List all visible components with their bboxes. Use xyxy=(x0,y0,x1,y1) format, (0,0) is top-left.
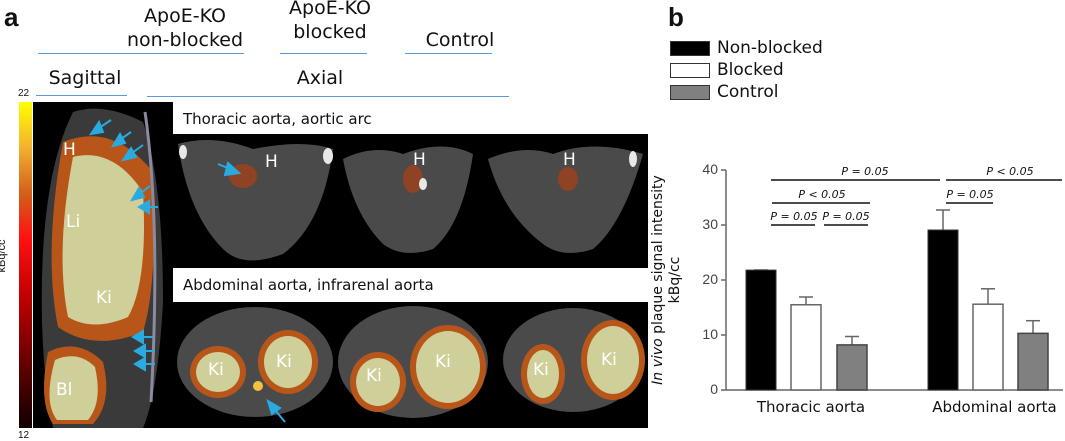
pvalue-annotation: P = 0.05 xyxy=(946,188,994,201)
colorbar-max: 22 xyxy=(18,88,30,99)
y-tick-10: 10 xyxy=(702,326,718,342)
organ-label-kidney: Ki xyxy=(276,352,292,372)
colorbar-unit: kBq/cc xyxy=(0,239,8,273)
group-header-line2: non-blocked xyxy=(126,29,244,51)
abdominal-scans: Ki Ki Ki Ki Ki Ki xyxy=(173,302,648,428)
sagittal-image: H Li Ki Bl xyxy=(33,102,173,429)
organ-label-bladder: Bl xyxy=(56,380,73,400)
abdominal-scan-graphics xyxy=(177,306,645,423)
colorbar xyxy=(19,102,32,428)
y-tick-0: 0 xyxy=(710,381,718,397)
group-underline-blocked xyxy=(280,53,367,54)
x-category-thoracic: Thoracic aorta xyxy=(756,398,866,416)
colorbar-min: 12 xyxy=(18,430,30,441)
pvalue-annotation: P = 0.05 xyxy=(822,210,870,223)
view-header-sagittal: Sagittal xyxy=(48,67,122,89)
organ-label-liver: Li xyxy=(66,212,81,232)
thoracic-scans: H H H xyxy=(173,134,648,268)
organ-label-kidney: Ki xyxy=(208,360,224,380)
organ-label-kidney: Ki xyxy=(366,366,382,386)
organ-label-heart: H xyxy=(413,150,426,170)
organ-label-kidney: Ki xyxy=(533,360,549,380)
axial-underline xyxy=(147,96,509,97)
y-axis-label-unit: kBq/cc xyxy=(667,256,683,304)
axial-panel: Thoracic aorta, aortic arc xyxy=(173,104,648,428)
legend-item-blocked: Blocked xyxy=(670,59,823,81)
legend-label: Blocked xyxy=(717,60,784,80)
group-header-blocked: ApoE-KO blocked xyxy=(270,0,390,44)
pvalue-annotation: P = 0.05 xyxy=(841,165,889,178)
organ-label-kidney: Ki xyxy=(435,352,451,372)
pvalue-annotation: P < 0.05 xyxy=(986,165,1034,178)
legend-label: Non-blocked xyxy=(717,38,823,58)
legend-swatch-blocked xyxy=(670,62,710,78)
y-tick-40: 40 xyxy=(702,161,718,177)
pvalue-annotation: P < 0.05 xyxy=(798,188,846,201)
row-title-thoracic: Thoracic aorta, aortic arc xyxy=(173,104,648,134)
sagittal-scan-graphic xyxy=(41,108,163,429)
group-header-nonblocked: ApoE-KO non-blocked xyxy=(60,4,310,52)
group-header-control: Control xyxy=(425,29,495,51)
organ-label-kidney: Ki xyxy=(96,288,112,308)
group-underline-control xyxy=(405,53,492,54)
organ-label-heart: H xyxy=(63,140,76,160)
thoracic-scan-graphics xyxy=(178,140,643,261)
bar-chart-graphic xyxy=(721,169,1063,391)
legend-swatch-control xyxy=(670,84,710,100)
y-axis-label-italic: In vivo xyxy=(650,338,666,385)
view-header-axial: Axial xyxy=(296,67,344,89)
group-header-line1: ApoE-KO xyxy=(289,0,371,19)
sagittal-underline xyxy=(36,95,127,96)
x-category-abdominal: Abdominal aorta xyxy=(932,398,1057,416)
group-header-line1: ApoE-KO xyxy=(144,5,226,27)
panel-a-letter: a xyxy=(4,2,19,32)
group-header-line2: blocked xyxy=(293,21,367,43)
row-title-abdominal: Abdominal aorta, infrarenal aorta xyxy=(173,268,648,302)
y-tick-30: 30 xyxy=(702,216,718,232)
group-underline-nonblocked xyxy=(38,53,244,54)
pvalue-annotation: P = 0.05 xyxy=(770,210,818,223)
organ-label-kidney: Ki xyxy=(601,350,617,370)
y-axis-label: In vivo plaque signal intensity kBq/cc xyxy=(650,160,686,400)
panel-b-letter: b xyxy=(668,2,684,32)
bars-thoracic xyxy=(745,269,868,391)
legend-swatch-nonblocked xyxy=(670,40,710,56)
y-axis-label-rest: plaque signal intensity xyxy=(650,175,666,339)
legend: Non-blocked Blocked Control xyxy=(670,37,823,103)
legend-label: Control xyxy=(717,82,779,102)
legend-item-control: Control xyxy=(670,81,823,103)
bar-chart: 40 30 20 10 0 P = 0.05 P < 0.05 P < 0.05… xyxy=(700,160,1065,420)
organ-label-heart: H xyxy=(265,152,278,172)
arrow-icons-sagittal xyxy=(88,119,158,372)
organ-label-heart: H xyxy=(563,150,576,170)
y-tick-20: 20 xyxy=(702,271,718,287)
bars-abdominal xyxy=(927,209,1049,391)
legend-item-nonblocked: Non-blocked xyxy=(670,37,823,59)
